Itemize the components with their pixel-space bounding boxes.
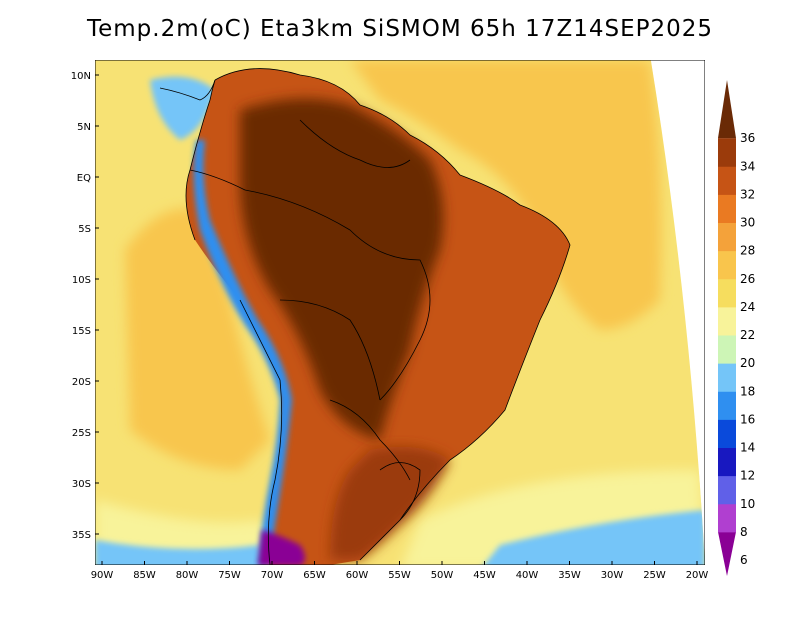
colorbar-label: 36 (740, 131, 755, 145)
andes-cold-ridge (193, 140, 292, 565)
lat-tick-label: 5N (77, 122, 91, 133)
colorbar-label: 30 (740, 216, 755, 230)
lat-tick-label: 5S (78, 224, 91, 235)
colorbar-label: 24 (740, 300, 755, 314)
colorbar-swatch (718, 138, 736, 167)
colorbar-label: 18 (740, 384, 755, 398)
colorbar-swatch (718, 250, 736, 280)
lon-tick-label: 45W (473, 570, 496, 581)
lon-tick-label: 30W (601, 570, 624, 581)
lon-tick-label: 20W (686, 570, 709, 581)
colorbar-label: 16 (740, 412, 755, 426)
colorbar-swatch (718, 306, 736, 336)
lat-tick-label: 15S (72, 326, 91, 337)
lon-tick-label: 80W (176, 570, 199, 581)
lon-tick-label: 85W (133, 570, 156, 581)
country-borders (159, 68, 571, 565)
colorbar-label: 10 (740, 497, 755, 511)
colorbar-label: 12 (740, 469, 755, 483)
colorbar-label: 14 (740, 441, 755, 455)
lon-tick-label: 60W (346, 570, 369, 581)
lon-tick-label: 70W (261, 570, 284, 581)
land-hot-interior (240, 98, 444, 441)
lon-tick-label: 55W (388, 570, 411, 581)
colorbar-swatch (718, 363, 736, 392)
colorbar-swatch (718, 278, 736, 308)
longitude-axis: 90W 85W 80W 75W 70W 65W 60W 55W 50W 45W 40W 35W 30W 2… (91, 561, 709, 581)
colorbar-swatch (718, 222, 736, 252)
colorbar-swatch (718, 335, 736, 364)
colorbar-swatch (718, 194, 736, 223)
latitude-axis: 10N 5N EQ 5S 10S 15S 20S 25S 30S 35S (71, 71, 99, 541)
lat-tick-label: EQ (77, 173, 91, 184)
lon-tick-label: 35W (558, 570, 581, 581)
colorbar-swatch (718, 447, 736, 477)
south-cold-region (95, 510, 705, 565)
colorbar-label: 6 (740, 553, 748, 567)
lon-tick-label: 75W (218, 570, 241, 581)
lon-tick-label: 40W (516, 570, 539, 581)
lon-tick-label: 25W (643, 570, 666, 581)
colorbar-swatch (718, 419, 736, 448)
colorbar-label: 26 (740, 272, 755, 286)
colorbar-label: 8 (740, 525, 748, 539)
colorbar-label: 28 (740, 244, 755, 258)
colorbar-swatch (718, 166, 736, 195)
lat-tick-label: 20S (72, 377, 91, 388)
colorbar-label: 22 (740, 328, 755, 342)
lat-tick-label: 35S (72, 530, 91, 541)
colorbar-swatch (718, 80, 736, 139)
pacific-cold-patch (150, 76, 215, 140)
lat-tick-label: 25S (72, 428, 91, 439)
colorbar-label: 32 (740, 187, 755, 201)
atlantic-warm-region (350, 60, 662, 330)
lon-tick-label: 50W (431, 570, 454, 581)
andes-coldest-south (258, 530, 305, 565)
lat-tick-label: 30S (72, 479, 91, 490)
colorbar-swatch (718, 531, 736, 576)
colorbar-label: 20 (740, 356, 755, 370)
lon-tick-label: 65W (303, 570, 326, 581)
chart-title: Temp.2m(oC) Eta3km SiSMOM 65h 17Z14SEP20… (86, 16, 714, 42)
colorbar: 6 8 10 12 14 16 18 20 22 24 26 28 30 32 34 36 (718, 80, 755, 576)
colorbar-swatch (718, 391, 736, 420)
colorbar-swatch (718, 503, 736, 533)
lat-tick-label: 10N (71, 71, 91, 82)
colorbar-swatch (718, 475, 736, 505)
colorbar-label: 34 (740, 159, 755, 173)
map-field (95, 60, 705, 565)
lat-tick-label: 10S (72, 275, 91, 286)
lon-tick-label: 90W (91, 570, 114, 581)
pacific-warm-region (125, 208, 270, 470)
